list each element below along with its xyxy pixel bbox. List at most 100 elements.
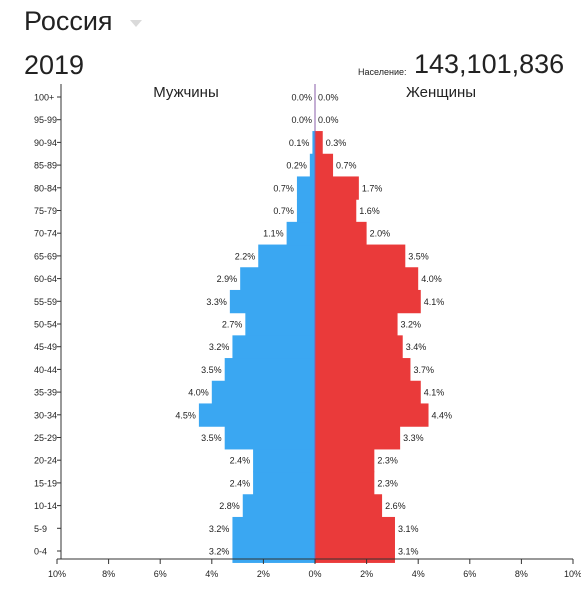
- male-bar-80-84: [296, 176, 315, 200]
- male-value-label: 0.7%: [273, 183, 294, 193]
- year-label: 2019: [24, 50, 85, 80]
- chevron-down-icon[interactable]: [130, 20, 142, 27]
- male-bar-45-49: [232, 335, 315, 359]
- male-value-label: 2.8%: [219, 501, 240, 511]
- female-bar-40-44: [315, 358, 411, 382]
- female-value-label: 3.1%: [398, 547, 419, 557]
- age-tick-label: 45-49: [34, 342, 57, 352]
- male-bar-60-64: [240, 267, 315, 291]
- country-selector[interactable]: Россия: [24, 6, 113, 36]
- x-tick-label: 4%: [205, 569, 218, 579]
- male-bar-50-54: [245, 312, 315, 336]
- age-tick-label: 75-79: [34, 206, 57, 216]
- male-value-label: 3.2%: [209, 547, 230, 557]
- female-bar-65-69: [315, 244, 406, 268]
- age-tick-label: 50-54: [34, 320, 57, 330]
- female-bar-85-89: [315, 153, 334, 178]
- female-value-label: 3.1%: [398, 524, 419, 534]
- male-value-label: 0.0%: [291, 115, 312, 125]
- male-bar-30-34: [198, 403, 315, 427]
- male-value-label: 3.5%: [201, 433, 222, 443]
- male-bar-85-89: [309, 153, 315, 178]
- female-value-label: 1.7%: [362, 183, 383, 193]
- male-value-label: 4.0%: [188, 388, 209, 398]
- male-value-label: 2.4%: [230, 478, 251, 488]
- male-value-label: 3.2%: [209, 342, 230, 352]
- x-tick-label: 2%: [360, 569, 373, 579]
- age-tick-label: 5-9: [34, 524, 47, 534]
- population-value: 143,101,836: [414, 49, 565, 79]
- male-bar-65-69: [258, 244, 315, 268]
- female-value-label: 2.3%: [377, 456, 398, 466]
- age-tick-label: 100+: [34, 93, 54, 103]
- female-bar-25-29: [315, 426, 401, 450]
- female-bar-70-74: [315, 221, 367, 246]
- female-value-label: 2.6%: [385, 501, 406, 511]
- female-value-label: 3.5%: [408, 251, 429, 261]
- female-value-label: 4.0%: [421, 274, 442, 284]
- male-bar-35-39: [211, 380, 315, 405]
- male-bar-75-79: [296, 199, 315, 223]
- female-bar-20-24: [315, 448, 375, 473]
- x-tick-label: 6%: [154, 569, 167, 579]
- male-bar-10-14: [242, 494, 315, 518]
- age-tick-label: 25-29: [34, 433, 57, 443]
- female-bar-90-94: [315, 131, 323, 155]
- female-value-label: 2.3%: [377, 478, 398, 488]
- female-bar-80-84: [315, 176, 359, 200]
- population-label: Население:: [358, 67, 407, 77]
- male-bar-40-44: [224, 358, 315, 382]
- female-bar-0-4: [315, 539, 395, 563]
- age-tick-label: 65-69: [34, 251, 57, 261]
- age-tick-label: 35-39: [34, 388, 57, 398]
- x-tick-label: 10%: [48, 569, 66, 579]
- male-value-label: 2.7%: [222, 320, 243, 330]
- male-bar-15-19: [253, 471, 315, 495]
- x-tick-label: 6%: [463, 569, 476, 579]
- age-tick-label: 30-34: [34, 410, 57, 420]
- male-value-label: 2.4%: [230, 456, 251, 466]
- x-tick-label: 4%: [412, 569, 425, 579]
- female-value-label: 2.0%: [370, 229, 391, 239]
- age-tick-label: 85-89: [34, 161, 57, 171]
- male-value-label: 0.7%: [273, 206, 294, 216]
- male-value-label: 0.2%: [286, 161, 307, 171]
- age-tick-label: 0-4: [34, 547, 47, 557]
- male-bar-5-9: [232, 516, 315, 541]
- x-tick-label: 8%: [515, 569, 528, 579]
- female-value-label: 0.3%: [326, 138, 347, 148]
- male-series-label: Мужчины: [153, 84, 218, 101]
- female-value-label: 3.4%: [406, 342, 427, 352]
- age-tick-label: 15-19: [34, 478, 57, 488]
- male-value-label: 2.9%: [217, 274, 238, 284]
- female-value-label: 3.3%: [403, 433, 424, 443]
- female-bar-55-59: [315, 289, 421, 314]
- female-value-label: 3.2%: [401, 320, 422, 330]
- x-tick-label: 0%: [308, 569, 321, 579]
- female-value-label: 0.0%: [318, 93, 339, 103]
- female-bar-75-79: [315, 199, 357, 223]
- male-value-label: 3.5%: [201, 365, 222, 375]
- female-bar-35-39: [315, 380, 421, 405]
- age-tick-label: 70-74: [34, 229, 57, 239]
- age-tick-label: 60-64: [34, 274, 57, 284]
- x-tick-label: 10%: [564, 569, 581, 579]
- male-value-label: 1.1%: [263, 229, 284, 239]
- male-bar-0-4: [232, 539, 315, 563]
- male-value-label: 3.3%: [206, 297, 227, 307]
- female-bar-30-34: [315, 403, 429, 427]
- age-tick-label: 40-44: [34, 365, 57, 375]
- female-value-label: 0.7%: [336, 161, 357, 171]
- age-tick-label: 55-59: [34, 297, 57, 307]
- female-bar-15-19: [315, 471, 375, 495]
- male-bar-20-24: [253, 448, 315, 473]
- female-value-label: 3.7%: [413, 365, 434, 375]
- male-value-label: 0.0%: [291, 93, 312, 103]
- female-value-label: 4.1%: [424, 297, 445, 307]
- male-bar-70-74: [286, 221, 315, 246]
- female-bar-45-49: [315, 335, 403, 359]
- male-bar-25-29: [224, 426, 315, 450]
- age-tick-label: 95-99: [34, 115, 57, 125]
- female-value-label: 4.4%: [432, 410, 453, 420]
